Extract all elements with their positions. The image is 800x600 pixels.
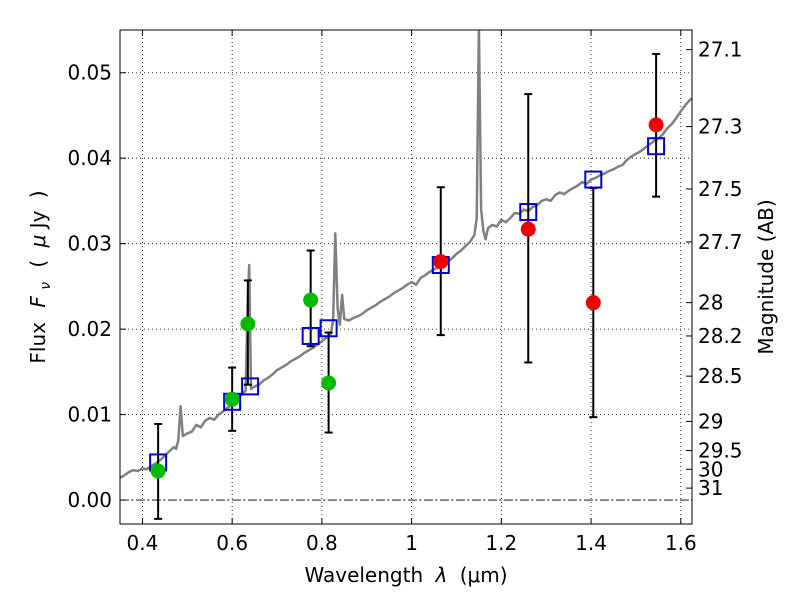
model-spectrum-line	[120, 30, 692, 479]
y-tick-label: 0.00	[67, 488, 112, 512]
x-axis-label-unit: (μm)	[460, 563, 508, 587]
model-photometry-square	[647, 137, 666, 156]
magnitude-tick-label: 27.3	[698, 115, 743, 139]
y-axis-label-mu: μ	[26, 235, 50, 249]
y-tick-label: 0.03	[67, 232, 112, 256]
x-axis-label: Wavelength λ (μm)	[304, 563, 507, 587]
observed-flux-point	[240, 316, 256, 332]
x-tick-label: 0.4	[127, 531, 159, 555]
magnitude-tick-label: 28.2	[698, 324, 743, 348]
y-axis-label-subscript: ν	[38, 282, 54, 290]
x-tick-label: 0.6	[216, 531, 248, 555]
observed-flux-point	[585, 295, 601, 311]
magnitude-tick-label: 27.7	[698, 230, 743, 254]
magnitude-tick-label: 31	[698, 476, 723, 500]
grid-layer	[120, 30, 692, 524]
model-photometry-square	[319, 319, 338, 338]
x-tick-label: 1.6	[665, 531, 697, 555]
x-tick-label: 0.8	[306, 531, 338, 555]
y-tick-label: 0.05	[67, 61, 112, 85]
observed-flux-point	[321, 375, 337, 391]
y-axis-label-close-paren: )	[26, 190, 50, 198]
y-axis-label-open-paren: (	[26, 260, 50, 268]
magnitude-tick-label: 29	[698, 409, 723, 433]
x-axis-label-symbol: λ	[435, 563, 448, 587]
y-tick-label: 0.01	[67, 403, 112, 427]
observed-flux-point	[303, 292, 319, 308]
x-tick-label: 1	[405, 531, 418, 555]
x-axis-label-text: Wavelength	[304, 563, 423, 587]
model-photometry-square	[301, 326, 320, 345]
model-photometry-square	[519, 203, 538, 222]
magnitude-tick-label: 28	[698, 291, 723, 315]
right-axis-label: Magnitude (AB)	[754, 199, 778, 354]
model-photometry-square	[584, 170, 603, 189]
x-tick-label: 1.4	[575, 531, 607, 555]
magnitude-tick-label: 27.1	[698, 38, 743, 62]
plot-area	[120, 30, 692, 520]
y-axis-label-unit: Jy	[26, 210, 50, 230]
observed-flux-point	[648, 117, 664, 133]
observed-flux-point	[150, 463, 166, 479]
tick-layer: 0.4 0.6 0.8 1 1.2 1.4 1.6 0.00 0.01 0.02 0.03 0.04 0…	[67, 30, 743, 555]
magnitude-tick-label: 29.5	[698, 438, 743, 462]
model-photometry-square	[241, 377, 260, 396]
y-tick-label: 0.02	[67, 317, 112, 341]
magnitude-tick-label: 30	[698, 457, 723, 481]
magnitude-tick-label: 28.5	[698, 364, 743, 388]
observed-flux-point	[433, 254, 449, 270]
magnitude-tick-label: 27.5	[698, 177, 743, 201]
observed-flux-point	[520, 221, 536, 237]
y-tick-label: 0.04	[67, 146, 112, 170]
y-axis-label-symbol: F	[26, 296, 50, 308]
x-tick-label: 1.2	[485, 531, 517, 555]
observed-flux-point	[224, 391, 240, 407]
y-axis-label-text: Flux	[26, 322, 50, 364]
y-axis-label: Flux F ν ( μ Jy )	[26, 190, 55, 363]
plot-frame	[119, 29, 693, 525]
